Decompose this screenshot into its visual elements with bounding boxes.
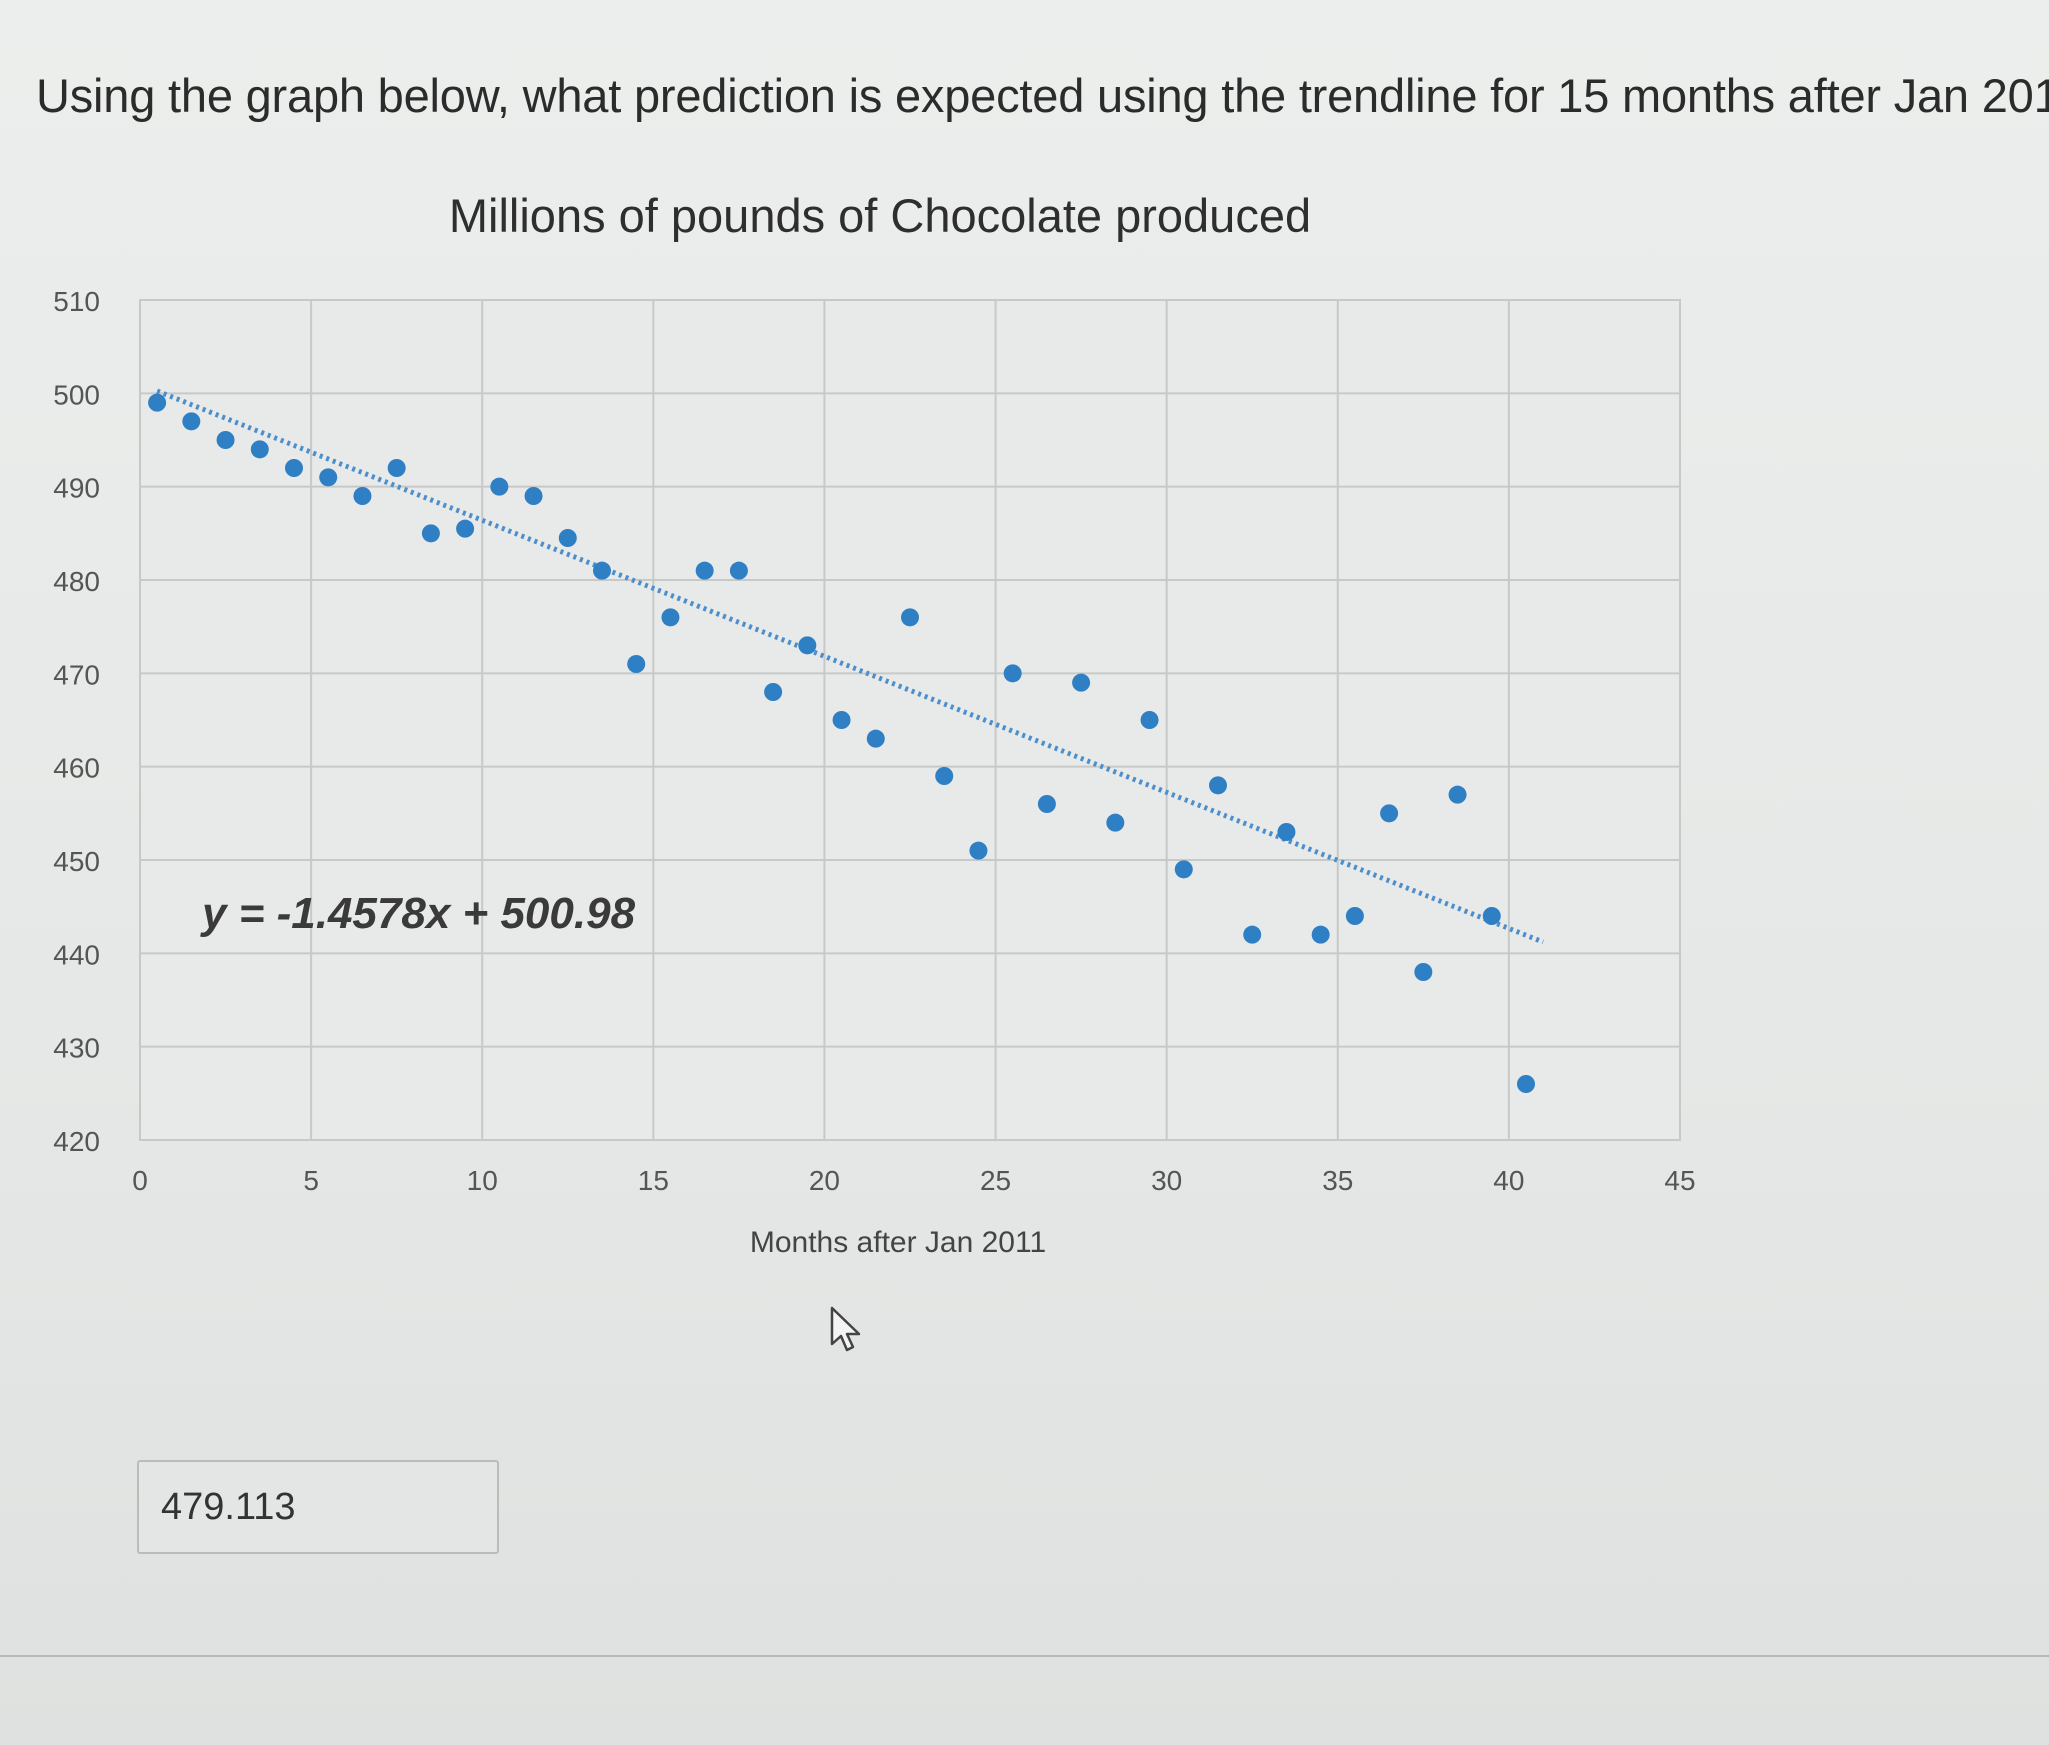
data-point [558, 529, 577, 547]
data-point [1345, 907, 1364, 925]
data-point [148, 393, 167, 412]
y-tick-label: 430 [53, 1033, 100, 1064]
data-point [1037, 795, 1056, 813]
x-tick-label: 35 [1322, 1165, 1353, 1196]
data-point [387, 459, 406, 477]
x-tick-label: 15 [638, 1165, 669, 1196]
data-point [456, 519, 475, 538]
data-point [353, 487, 372, 505]
trendline-equation: y = -1.4578x + 500.98 [200, 889, 636, 938]
data-point [1140, 711, 1159, 729]
data-point [319, 468, 338, 487]
data-point [798, 636, 817, 655]
x-tick-label: 40 [1493, 1165, 1524, 1196]
data-point [764, 683, 783, 701]
y-tick-label: 500 [53, 379, 100, 410]
y-tick-label: 440 [53, 939, 100, 970]
data-point [1243, 925, 1262, 944]
x-tick-label: 20 [809, 1165, 840, 1196]
data-point [285, 459, 303, 477]
data-point [1380, 804, 1399, 823]
y-tick-label: 420 [53, 1126, 100, 1157]
x-tick-label: 30 [1151, 1165, 1182, 1196]
data-point [1414, 963, 1433, 981]
data-point [182, 412, 201, 431]
data-point [627, 655, 646, 673]
grid-layer [139, 299, 1681, 1141]
data-point [421, 524, 440, 543]
x-tick-label: 10 [467, 1165, 498, 1196]
data-point [490, 477, 509, 496]
data-point [1311, 925, 1330, 944]
divider [0, 1655, 2049, 1657]
data-point [901, 608, 919, 627]
scatter-chart: Millions of pounds of Chocolate produced… [53, 189, 1696, 1352]
data-point [832, 711, 851, 729]
data-point [1174, 860, 1193, 879]
data-point [1209, 776, 1227, 795]
data-point [216, 431, 235, 449]
data-point [1448, 785, 1467, 804]
data-point [593, 561, 611, 580]
data-point [250, 440, 269, 459]
mouse-cursor-icon [830, 1306, 861, 1352]
data-point [729, 561, 748, 580]
data-point [969, 841, 988, 860]
answer-input[interactable]: 479.113 [137, 1460, 499, 1554]
data-point [866, 729, 885, 748]
data-point [1003, 664, 1022, 683]
x-tick-label: 45 [1664, 1165, 1695, 1196]
data-point [1482, 907, 1501, 925]
data-point [661, 608, 680, 627]
chart-title: Millions of pounds of Chocolate produced [449, 189, 1311, 242]
x-tick-label: 25 [980, 1165, 1011, 1196]
y-tick-label: 460 [53, 753, 100, 784]
data-point [695, 561, 714, 580]
data-point [1517, 1075, 1535, 1093]
y-tick-label: 510 [53, 286, 100, 317]
plot-area [139, 299, 1681, 1141]
data-point [1072, 673, 1091, 692]
data-point [1106, 813, 1125, 832]
data-points-layer [148, 393, 1535, 1093]
y-tick-label: 490 [53, 473, 100, 504]
y-tick-label: 480 [53, 566, 100, 597]
y-tick-label: 450 [53, 846, 100, 877]
data-point [524, 487, 543, 505]
data-point [1277, 823, 1296, 841]
y-tick-label: 470 [53, 659, 100, 690]
x-tick-label: 0 [132, 1165, 148, 1196]
data-point [935, 767, 954, 785]
x-axis-label: Months after Jan 2011 [750, 1226, 1046, 1259]
question-text: Using the graph below, what prediction i… [36, 69, 2049, 122]
x-tick-label: 5 [303, 1165, 319, 1196]
